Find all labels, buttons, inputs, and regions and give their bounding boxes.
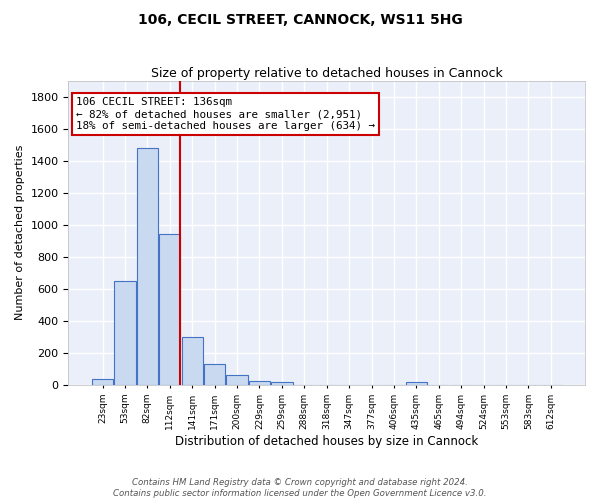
- Text: 106, CECIL STREET, CANNOCK, WS11 5HG: 106, CECIL STREET, CANNOCK, WS11 5HG: [137, 12, 463, 26]
- Bar: [92, 380, 113, 385]
- Bar: [249, 382, 270, 385]
- Bar: [137, 148, 158, 385]
- Y-axis label: Number of detached properties: Number of detached properties: [15, 145, 25, 320]
- Bar: [182, 337, 203, 385]
- Bar: [271, 382, 293, 385]
- Bar: [159, 234, 181, 385]
- Bar: [115, 281, 136, 385]
- Text: Contains HM Land Registry data © Crown copyright and database right 2024.
Contai: Contains HM Land Registry data © Crown c…: [113, 478, 487, 498]
- Bar: [226, 374, 248, 385]
- Title: Size of property relative to detached houses in Cannock: Size of property relative to detached ho…: [151, 66, 503, 80]
- X-axis label: Distribution of detached houses by size in Cannock: Distribution of detached houses by size …: [175, 434, 478, 448]
- Bar: [204, 364, 225, 385]
- Text: 106 CECIL STREET: 136sqm
← 82% of detached houses are smaller (2,951)
18% of sem: 106 CECIL STREET: 136sqm ← 82% of detach…: [76, 98, 375, 130]
- Bar: [406, 382, 427, 385]
